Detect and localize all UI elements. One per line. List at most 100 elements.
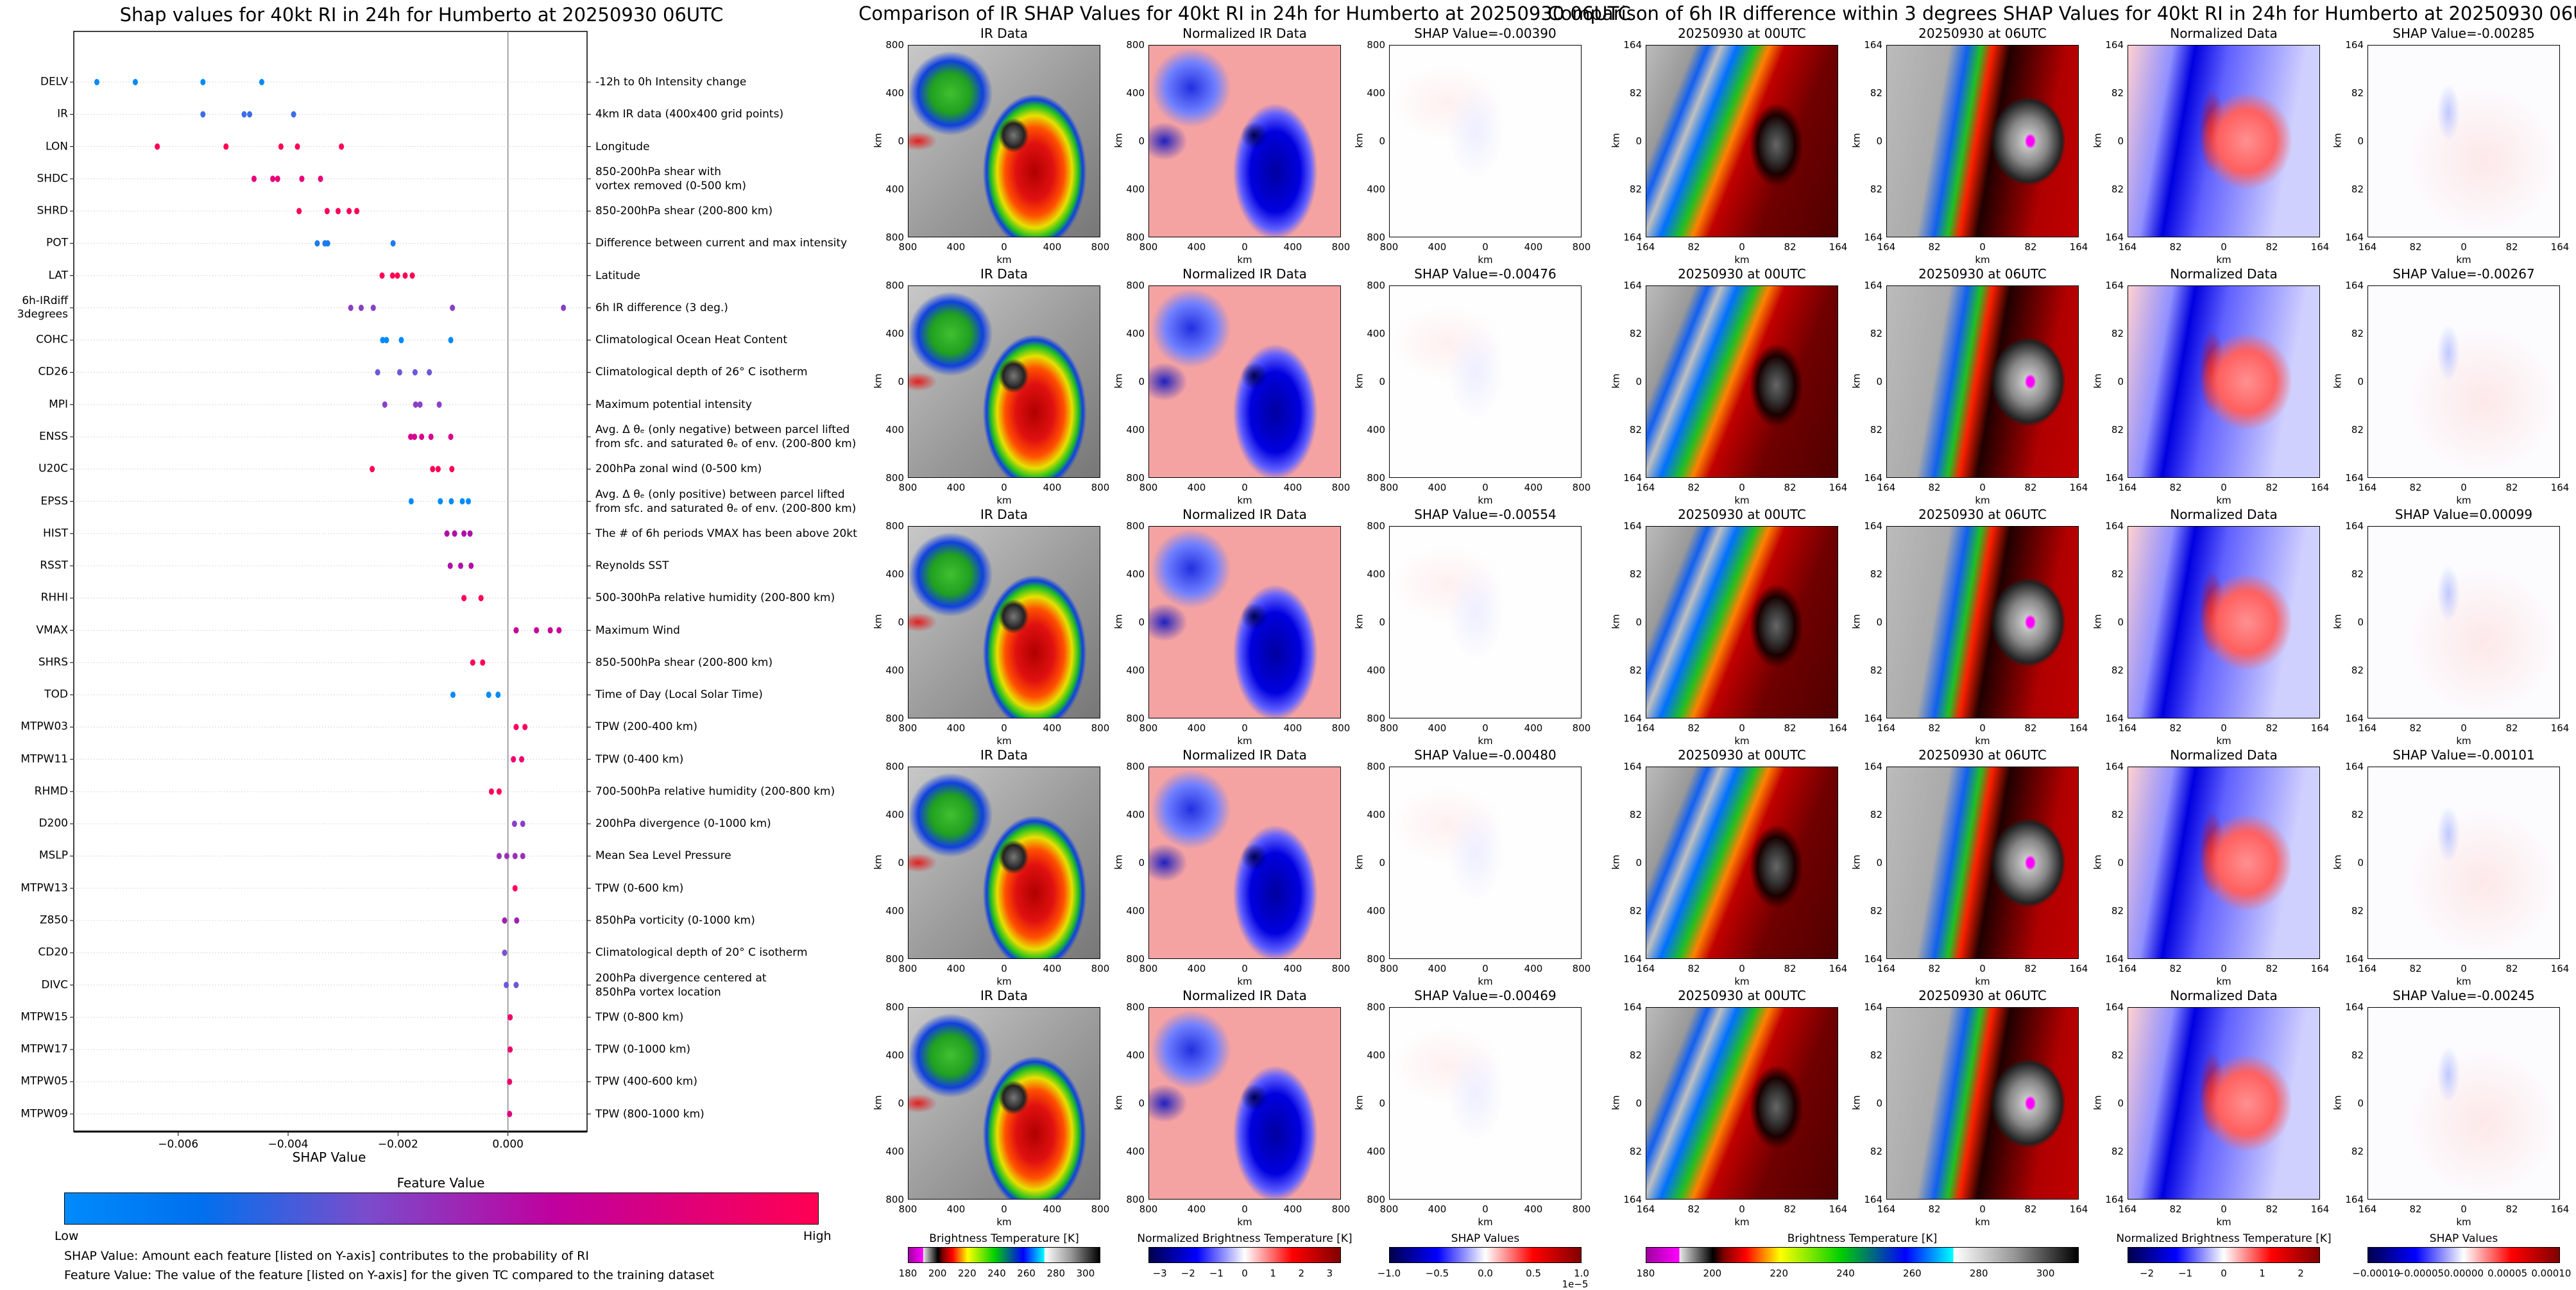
x-axis-label: km <box>1975 1216 1990 1228</box>
y-axis-label: km <box>872 373 884 389</box>
x-tick-label: 82 <box>2265 482 2278 493</box>
x-tick-label: 164 <box>1636 482 1655 493</box>
x-tick-label: 82 <box>2505 722 2518 734</box>
feature-name-label: CD26 <box>38 365 68 378</box>
x-tick-label: 0 <box>1739 482 1745 493</box>
shap-point <box>382 401 388 408</box>
y-tick-label: 800 <box>1367 713 1385 724</box>
x-tick-label: 0 <box>2461 241 2467 253</box>
x-tick-label: 0 <box>1001 482 1007 493</box>
colorbar-title: SHAP Values <box>2429 1232 2498 1245</box>
y-tick-label: 0 <box>898 857 904 869</box>
x-tick-label: 0 <box>1739 963 1745 974</box>
x-tick-label: −0.002 <box>377 1138 418 1151</box>
feature-name-label: POT <box>46 236 68 250</box>
shap-point <box>428 433 434 440</box>
x-tick-label: 800 <box>1572 722 1591 734</box>
y-tick-label: 82 <box>1629 568 1642 580</box>
x-tick-label: 82 <box>2409 722 2422 734</box>
x-tick-label: 82 <box>1687 1203 1700 1215</box>
x-tick-label: 164 <box>2118 963 2137 974</box>
y-tick-label: 800 <box>1126 280 1145 291</box>
x-tick-label: 0 <box>1001 241 1007 253</box>
y-axis-label: km <box>2332 133 2344 148</box>
x-tick-label: 82 <box>1928 241 1941 253</box>
y-axis-label: km <box>1113 854 1125 870</box>
x-tick-label: 400 <box>1043 963 1062 974</box>
feature-description-label: 500-300hPa relative humidity (200-800 km… <box>595 591 835 605</box>
colorbar-low-label: Low <box>55 1229 79 1243</box>
y-tick-label: 0 <box>1876 857 1882 869</box>
colorbar-tick-label: 0 <box>2221 1268 2227 1279</box>
panel-title: Normalized IR Data <box>1182 266 1307 282</box>
y-tick-label: 164 <box>1623 520 1642 532</box>
y-tick-label: 164 <box>1623 232 1642 243</box>
y-tick-label: 0 <box>2117 135 2124 147</box>
shap-point <box>468 563 474 570</box>
x-tick-label: 0 <box>1241 1203 1248 1215</box>
y-tick-label: 400 <box>885 1146 904 1157</box>
x-tick-label: 0 <box>1241 963 1248 974</box>
panel-title: SHAP Value=-0.00245 <box>2393 988 2535 1003</box>
shap-point <box>449 466 455 473</box>
shap-point <box>291 111 296 118</box>
y-axis-label: km <box>1850 614 1863 629</box>
x-axis-label: km <box>2456 976 2471 987</box>
feature-name-label: MTPW15 <box>21 1010 68 1024</box>
x-tick-label: 0 <box>2221 963 2227 974</box>
shap-point <box>294 143 300 150</box>
x-tick-label: 0 <box>1482 1203 1488 1215</box>
x-tick-label: 0 <box>2221 241 2227 253</box>
feature-description-label: TPW (0-400 km) <box>595 752 684 766</box>
shap-point <box>513 724 519 731</box>
x-tick-label: 164 <box>2310 241 2330 253</box>
x-tick-label: 400 <box>1524 241 1543 253</box>
feature-description-label: -12h to 0h Intensity change <box>595 76 747 89</box>
y-tick-label: 400 <box>1126 87 1145 99</box>
y-axis-label: km <box>1850 133 1863 148</box>
panel-title: SHAP Value=0.00099 <box>2394 507 2533 522</box>
shap-point <box>435 466 441 473</box>
y-axis-label: km <box>872 1095 884 1110</box>
image-panel <box>1646 45 1838 237</box>
x-axis-label: km <box>1975 976 1990 987</box>
shap-point <box>278 143 284 150</box>
image-panel <box>1886 45 2079 237</box>
shap-point <box>448 498 454 505</box>
y-tick-label: 400 <box>885 424 904 436</box>
x-tick-label: 164 <box>2310 722 2330 734</box>
y-tick-label: 400 <box>885 183 904 195</box>
shap-point <box>412 369 418 376</box>
x-tick-label: 800 <box>1331 963 1351 974</box>
x-tick-label: 82 <box>2169 241 2182 253</box>
y-tick-label: 800 <box>885 1001 904 1013</box>
y-axis-label: km <box>1610 373 1622 389</box>
shap-point <box>412 433 418 440</box>
x-tick-label: 400 <box>1283 963 1302 974</box>
feature-name-label: D200 <box>38 817 68 830</box>
y-axis-label: km <box>2332 1095 2344 1110</box>
x-tick-label: 800 <box>898 722 917 734</box>
y-tick-label: 164 <box>2345 472 2364 484</box>
x-tick-label: 164 <box>2069 963 2088 974</box>
x-tick-label: 164 <box>2069 722 2088 734</box>
y-tick-label: 164 <box>1623 1001 1642 1013</box>
x-tick-label: 800 <box>1379 963 1399 974</box>
shap-point <box>299 175 305 182</box>
y-tick-label: 164 <box>2105 520 2124 532</box>
x-tick-label: 0 <box>2461 1203 2467 1215</box>
x-tick-label: 400 <box>1428 241 1447 253</box>
feature-description-label: The # of 6h periods VMAX has been above … <box>595 527 857 540</box>
shap-point <box>504 981 509 989</box>
x-tick-label: 400 <box>1043 482 1062 493</box>
x-tick-label: 0.000 <box>492 1138 524 1151</box>
x-tick-label: 800 <box>1331 482 1351 493</box>
shap-point <box>370 304 376 311</box>
shap-point <box>461 595 467 602</box>
y-tick-label: 164 <box>1623 39 1642 51</box>
y-tick-label: 82 <box>1629 665 1642 676</box>
x-tick-label: 0 <box>2461 963 2467 974</box>
x-tick-label: 164 <box>1877 482 1896 493</box>
x-tick-label: 82 <box>1928 482 1941 493</box>
feature-name-label: RHHI <box>40 591 68 604</box>
